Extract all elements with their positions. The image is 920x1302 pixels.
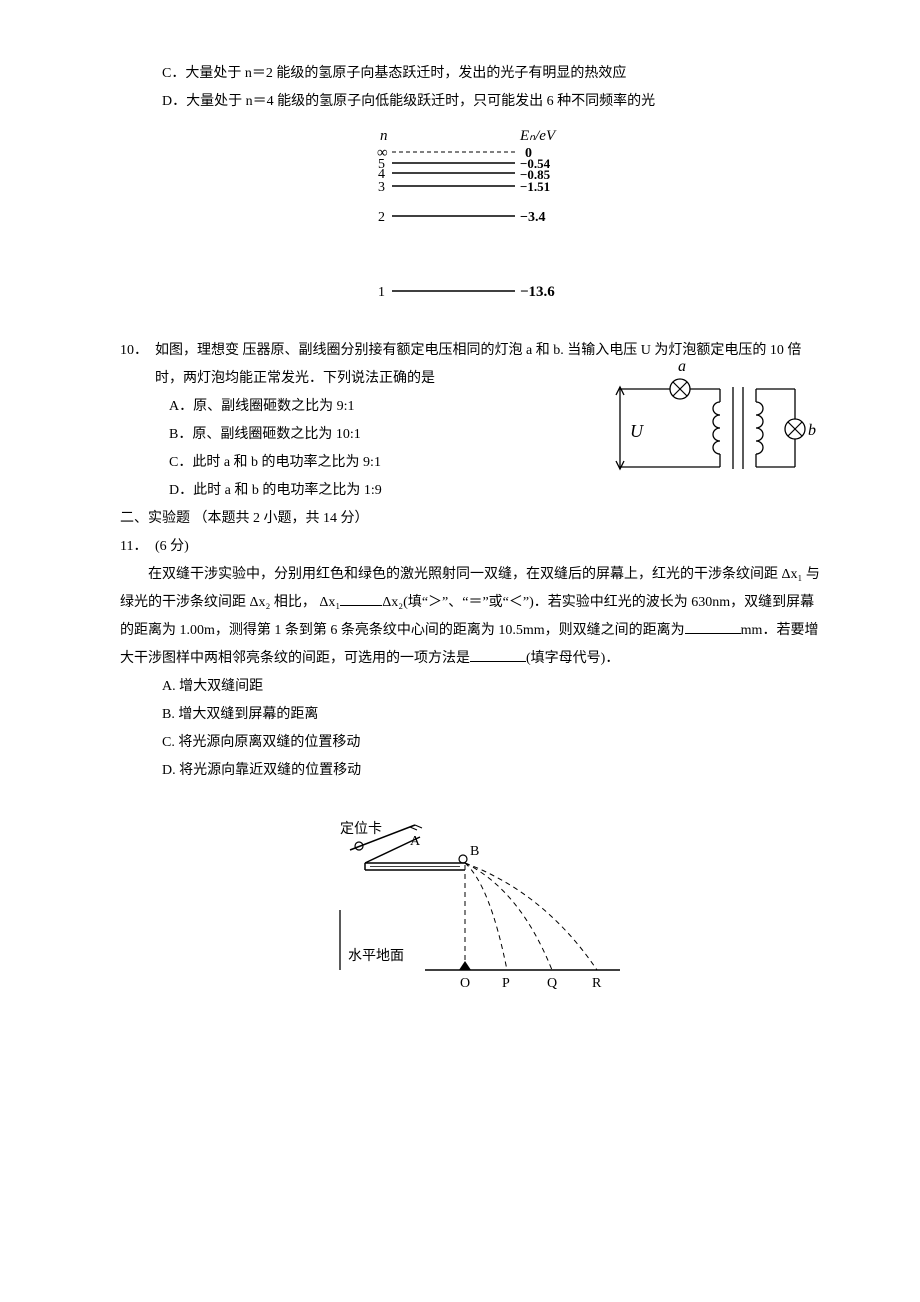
blank-2[interactable] [685,618,741,634]
q11-option-a: A. 增大双缝间距 [120,673,820,701]
svg-text:2: 2 [378,210,385,225]
q10: 10． 如图，理想变 压器原、副线圈分别接有额定电压相同的灯泡 a 和 b. 当… [120,337,820,505]
voltage-u-label: U [630,421,644,441]
q10-stem-part1: 如图，理想变 [155,343,239,358]
ground-label: 水平地面 [348,948,404,964]
col-e-label: Eₙ/eV [519,128,557,144]
blank-3[interactable] [470,646,526,662]
q11-option-b: B. 增大双缝到屏幕的距离 [120,701,820,729]
level-inf: ∞ 0 [377,145,532,161]
level-2: 2 −3.4 [378,210,545,225]
svg-text:−13.6: −13.6 [520,284,555,300]
svg-text:3: 3 [378,180,385,195]
point-p-label: P [502,976,510,991]
q11-option-d: D. 将光源向靠近双缝的位置移动 [120,757,820,785]
col-n-label: n [380,128,388,144]
blank-1[interactable] [340,590,382,606]
point-b-label: B [470,844,479,859]
point-a-label: A [410,834,421,849]
transformer-diagram: a U [590,357,820,503]
q11-option-c: C. 将光源向原离双缝的位置移动 [120,729,820,757]
level-3: 3 −1.51 [378,179,550,195]
secondary-coil [756,402,763,454]
svg-text:−1.51: −1.51 [520,179,550,194]
locator-card-label: 定位卡 [340,821,382,837]
q11-number: 11． [120,533,147,561]
q9-option-d: D．大量处于 n＝4 能级的氢原子向低能级跃迁时，只可能发出 6 种不同频率的光 [120,88,820,116]
energy-level-diagram: n Eₙ/eV ∞ 0 5 −0.54 4 −0.85 3 −1.51 2 −3… [360,126,580,317]
q9-option-c: C．大量处于 n＝2 能级的氢原子向基态跃迁时，发出的光子有明显的热效应 [120,60,820,88]
svg-text:1: 1 [378,285,385,300]
point-r-label: R [592,976,602,991]
point-o-label: O [460,976,470,991]
primary-coil [713,402,720,454]
projectile-diagram: 定位卡 A B 水平地面 O P Q R [310,815,630,1006]
q11: 11． (6 分) [120,533,820,561]
q11-points: (6 分) [155,539,189,554]
svg-text:−3.4: −3.4 [520,210,545,225]
point-o-marker [459,961,471,970]
level-1: 1 −13.6 [378,284,555,300]
trajectory-r [465,863,597,970]
q11-paragraph: 在双缝干涉实验中，分别用红色和绿色的激光照射同一双缝，在双缝后的屏幕上，红光的干… [120,561,820,673]
bulb-a-label: a [678,358,686,375]
bulb-b-label: b [808,422,816,439]
section-2-header: 二、实验题 （本题共 2 小题，共 14 分） [120,505,820,533]
point-q-label: Q [547,976,557,991]
q10-number: 10． [120,337,148,365]
